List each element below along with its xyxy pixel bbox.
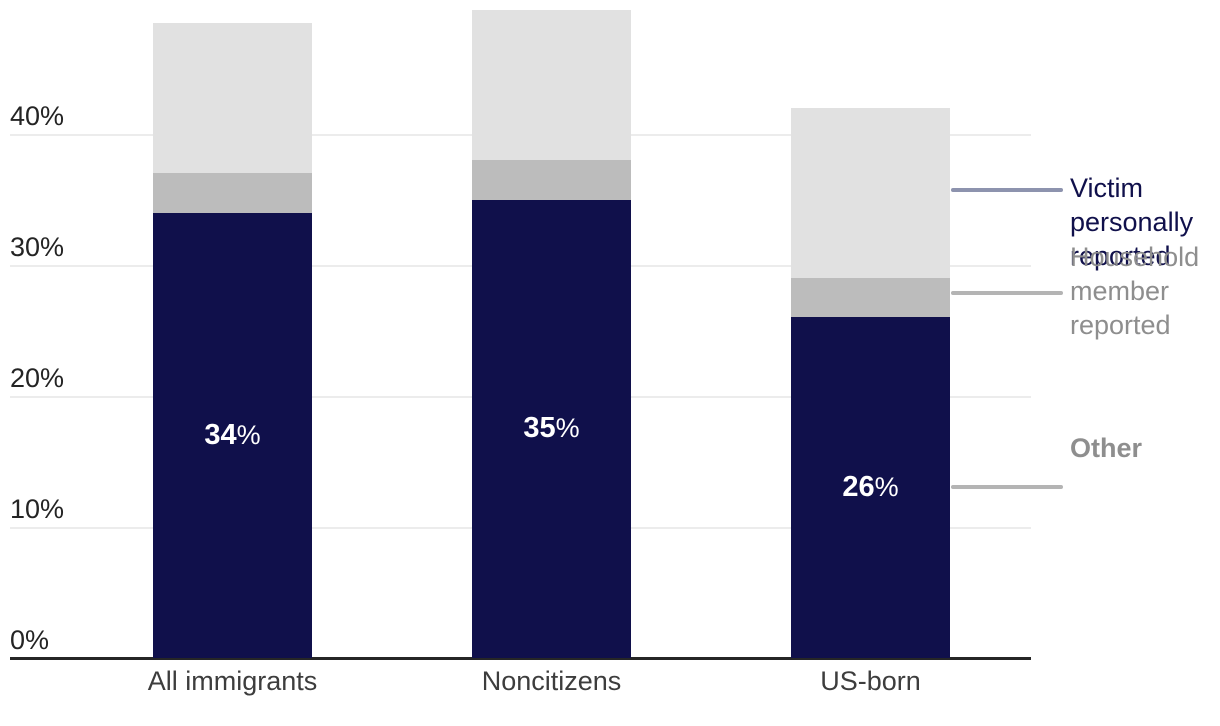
y-tick-label: 30% xyxy=(10,232,65,262)
bar-segment-all-immigrants-1 xyxy=(153,173,312,213)
legend-label-household-member-reported: Household member reported xyxy=(1070,242,1200,340)
legend-callout-line-other xyxy=(951,188,1063,192)
legend-label-victim-personally-reported: Other xyxy=(1070,433,1143,463)
value-label: 26% xyxy=(842,471,899,504)
x-category-label: Noncitizens xyxy=(481,666,622,696)
bar-segment-all-immigrants-2 xyxy=(153,22,312,174)
bar-segment-us-born-2 xyxy=(791,107,950,279)
y-tick-label: 40% xyxy=(10,101,65,131)
bar-segment-us-born-0: 26% xyxy=(791,317,950,658)
y-tick-label: 0% xyxy=(10,625,50,655)
bar-segment-all-immigrants-0: 34% xyxy=(153,212,312,658)
value-label: 34% xyxy=(204,418,261,451)
y-tick-label: 10% xyxy=(10,494,65,524)
bar-segment-noncitizens-0: 35% xyxy=(472,199,631,658)
x-category-label: US-born xyxy=(820,666,921,696)
y-tick-label: 20% xyxy=(10,363,65,393)
legend-callout-line-household-member-reported xyxy=(951,291,1063,295)
bar-segment-noncitizens-2 xyxy=(472,9,631,161)
x-axis-line xyxy=(10,657,1031,660)
bar-segment-noncitizens-1 xyxy=(472,160,631,200)
legend-callout-line-victim-personally-reported xyxy=(951,485,1063,489)
legend-label-other: Victim personally reported xyxy=(1070,173,1194,271)
bar-segment-us-born-1 xyxy=(791,278,950,318)
x-category-label: All immigrants xyxy=(147,666,318,696)
value-label: 35% xyxy=(523,412,580,445)
